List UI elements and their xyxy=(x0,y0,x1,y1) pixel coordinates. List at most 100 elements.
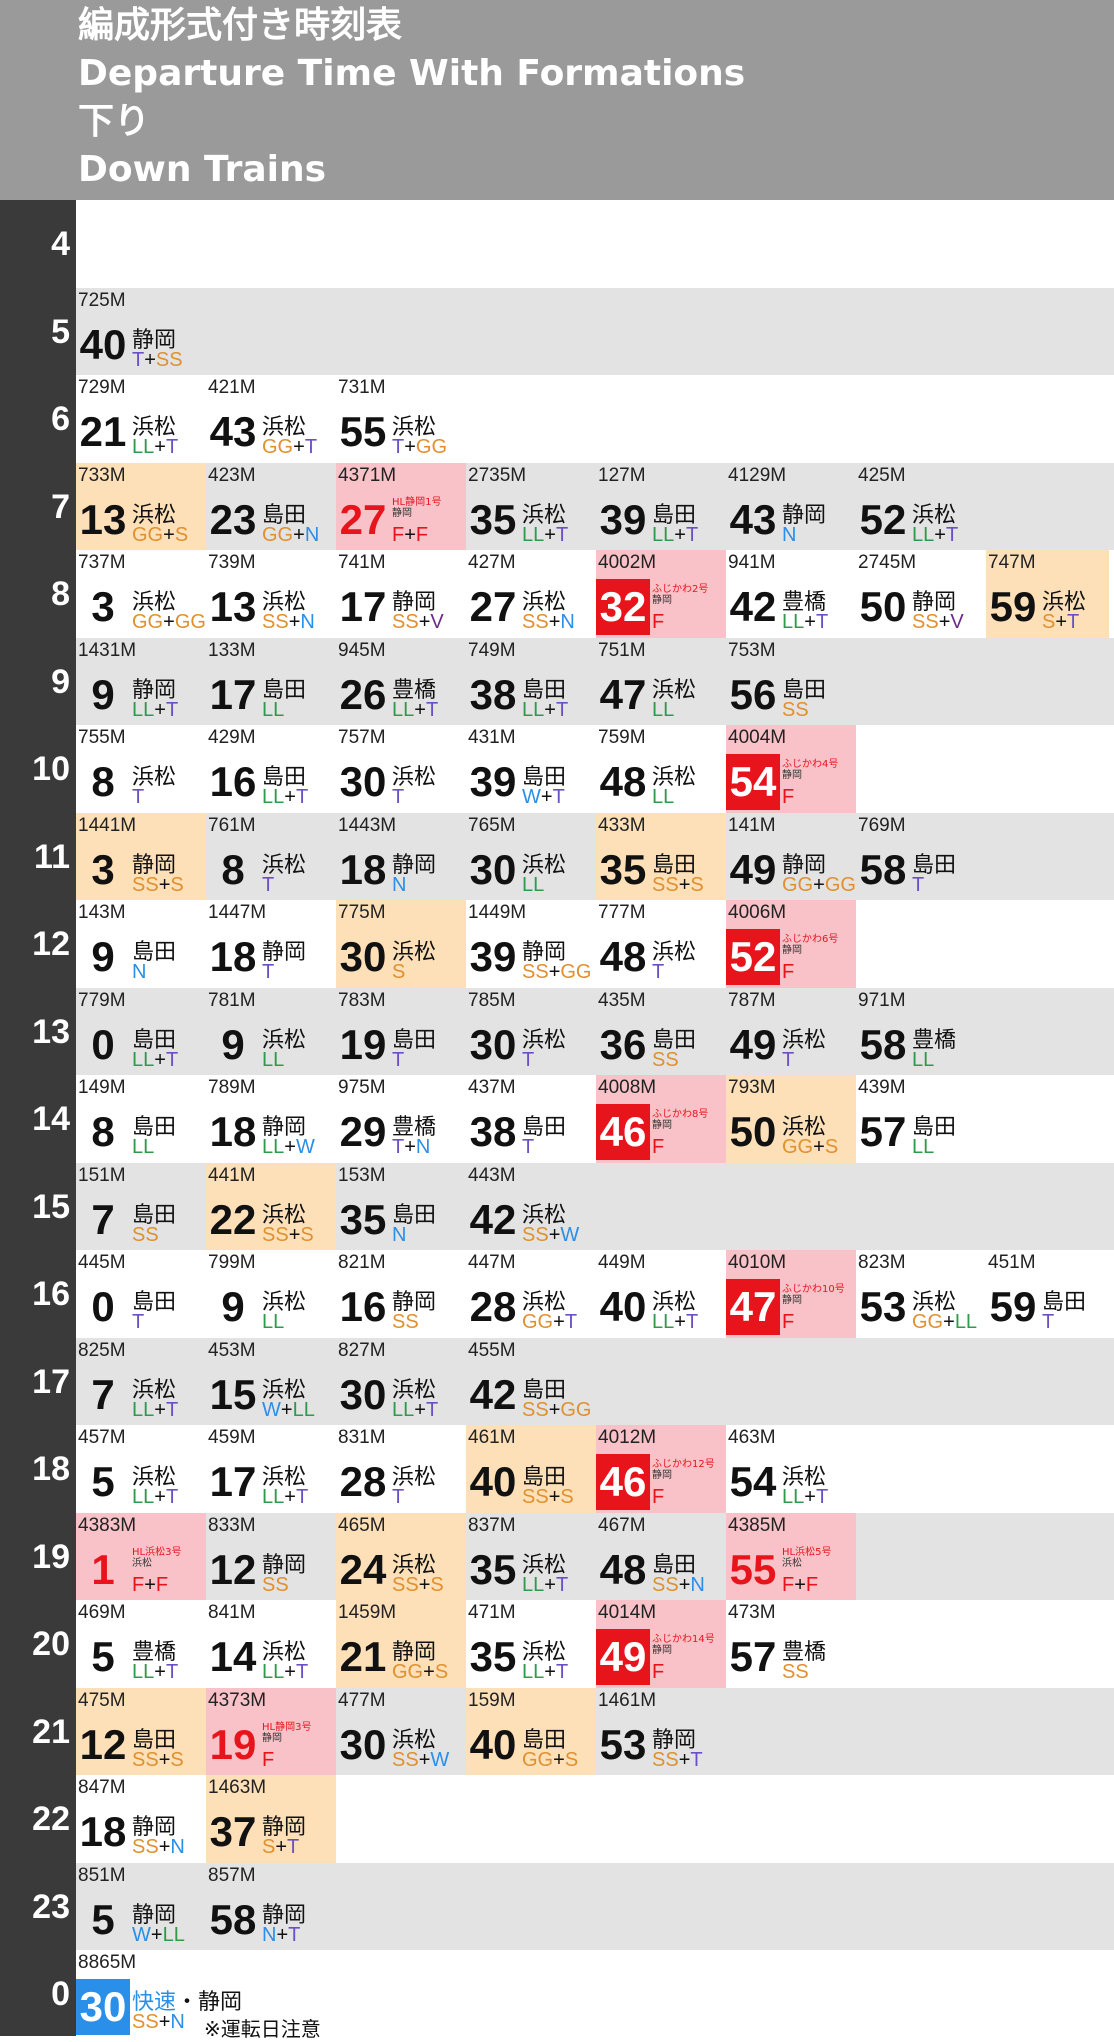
train-entry[interactable]: 833M 12 静岡 SS xyxy=(206,1513,336,1601)
train-entry[interactable]: 4014M 49 ふじかわ14号 静岡 F xyxy=(596,1600,726,1688)
train-entry[interactable]: 1461M 53 静岡 SS+T xyxy=(596,1688,726,1776)
train-entry[interactable]: 971M 58 豊橋 LL xyxy=(856,988,986,1076)
train-entry[interactable]: 465M 24 浜松 SS+S xyxy=(336,1512,466,1601)
train-entry[interactable]: 461M 40 島田 SS+S xyxy=(466,1425,596,1513)
train-entry[interactable]: 749M 38 島田 LL+T xyxy=(466,638,596,726)
train-entry[interactable]: 783M 19 島田 T xyxy=(336,988,466,1076)
train-entry[interactable]: 823M 53 浜松 GG+LL xyxy=(856,1250,986,1338)
train-entry[interactable]: 781M 9 浜松 LL xyxy=(206,988,336,1076)
train-entry[interactable]: 759M 48 浜松 LL xyxy=(596,725,726,813)
train-entry[interactable]: 751M 47 浜松 LL xyxy=(596,638,726,726)
train-entry[interactable]: 477M 30 浜松 SS+W xyxy=(336,1688,466,1776)
train-entry[interactable]: 457M 5 浜松 LL+T xyxy=(76,1425,206,1513)
train-entry[interactable]: 739M 13 浜松 SS+N xyxy=(206,550,336,638)
train-entry[interactable]: 821M 16 静岡 SS xyxy=(336,1250,466,1338)
train-entry[interactable]: 451M 59 島田 T xyxy=(986,1250,1109,1338)
train-entry[interactable]: 975M 29 豊橋 T+N xyxy=(336,1075,466,1163)
train-entry[interactable]: 753M 56 島田 SS xyxy=(726,638,856,726)
train-entry[interactable]: 841M 14 浜松 LL+T xyxy=(206,1600,336,1688)
train-entry[interactable]: 779M 0 島田 LL+T xyxy=(76,988,206,1076)
train-entry[interactable]: 4383M 1 HL浜松3号 浜松 F+F xyxy=(76,1512,206,1601)
train-entry[interactable]: 473M 57 豊橋 SS xyxy=(726,1600,856,1688)
train-entry[interactable]: 799M 9 浜松 LL xyxy=(206,1250,336,1338)
train-entry[interactable]: 1447M 18 静岡 T xyxy=(206,900,336,988)
train-entry[interactable]: 945M 26 豊橋 LL+T xyxy=(336,638,466,726)
train-entry[interactable]: 4129M 43 静岡 N xyxy=(726,463,856,551)
train-entry[interactable]: 741M 17 静岡 SS+V xyxy=(336,550,466,638)
train-entry[interactable]: 731M 55 浜松 T+GG xyxy=(336,375,466,463)
train-entry[interactable]: 143M 9 島田 N xyxy=(76,900,206,988)
train-entry[interactable]: 431M 39 島田 W+T xyxy=(466,725,596,813)
train-entry[interactable]: 471M 35 浜松 LL+T xyxy=(466,1600,596,1688)
train-entry[interactable]: 857M 58 静岡 N+T xyxy=(206,1863,336,1951)
train-entry[interactable]: 425M 52 浜松 LL+T xyxy=(856,463,986,551)
train-entry[interactable]: 837M 35 浜松 LL+T xyxy=(466,1513,596,1601)
train-entry[interactable]: 4373M 19 HL静岡3号 静岡 F xyxy=(206,1687,336,1776)
train-entry[interactable]: 149M 8 島田 LL xyxy=(76,1075,206,1163)
train-entry[interactable]: 441M 22 浜松 SS+S xyxy=(206,1162,336,1251)
train-entry[interactable]: 755M 8 浜松 T xyxy=(76,725,206,813)
train-entry[interactable]: 775M 30 浜松 S xyxy=(336,900,466,988)
train-entry[interactable]: 761M 8 浜松 T xyxy=(206,813,336,901)
train-entry[interactable]: 453M 15 浜松 W+LL xyxy=(206,1338,336,1426)
train-entry[interactable]: 1443M 18 静岡 N xyxy=(336,813,466,901)
train-entry[interactable]: 785M 30 浜松 T xyxy=(466,988,596,1076)
train-entry[interactable]: 825M 7 浜松 LL+T xyxy=(76,1338,206,1426)
train-entry[interactable]: 467M 48 島田 SS+N xyxy=(596,1513,726,1601)
train-entry[interactable]: 459M 17 浜松 LL+T xyxy=(206,1425,336,1513)
train-entry[interactable]: 4002M 32 ふじかわ2号 静岡 F xyxy=(596,550,726,638)
train-entry[interactable]: 433M 35 島田 SS+S xyxy=(596,812,726,901)
train-entry[interactable]: 831M 28 浜松 T xyxy=(336,1425,466,1513)
train-entry[interactable]: 4006M 52 ふじかわ6号 静岡 F xyxy=(726,900,856,988)
train-entry[interactable]: 4385M 55 HL浜松5号 浜松 F+F xyxy=(726,1512,856,1601)
train-entry[interactable]: 4008M 46 ふじかわ8号 静岡 F xyxy=(596,1075,726,1163)
train-entry[interactable]: 847M 18 静岡 SS+N xyxy=(76,1775,206,1863)
train-entry[interactable]: 427M 27 浜松 SS+N xyxy=(466,550,596,638)
train-entry[interactable]: 765M 30 浜松 LL xyxy=(466,813,596,901)
train-entry[interactable]: 435M 36 島田 SS xyxy=(596,988,726,1076)
train-entry[interactable]: 737M 3 浜松 GG+GG xyxy=(76,550,206,638)
train-entry[interactable]: 153M 35 島田 N xyxy=(336,1163,466,1251)
train-entry[interactable]: 1449M 39 静岡 SS+GG xyxy=(466,900,596,988)
train-entry[interactable]: 4371M 27 HL静岡1号 静岡 F+F xyxy=(336,462,466,551)
train-entry[interactable]: 729M 21 浜松 LL+T xyxy=(76,375,206,463)
train-entry[interactable]: 423M 23 島田 GG+N xyxy=(206,463,336,551)
train-entry[interactable]: 1441M 3 静岡 SS+S xyxy=(76,812,206,901)
train-entry[interactable]: 141M 49 静岡 GG+GG xyxy=(726,813,856,901)
train-entry[interactable]: 439M 57 島田 LL xyxy=(856,1075,986,1163)
train-entry[interactable]: 733M 13 浜松 GG+S xyxy=(76,462,206,551)
train-entry[interactable]: 4012M 46 ふじかわ12号 静岡 F xyxy=(596,1425,726,1513)
train-entry[interactable]: 851M 5 静岡 W+LL xyxy=(76,1863,206,1951)
train-entry[interactable]: 2735M 35 浜松 LL+T xyxy=(466,463,596,551)
train-entry[interactable]: 159M 40 島田 GG+S xyxy=(466,1687,596,1776)
train-entry[interactable]: 725M 40 静岡 T+SS xyxy=(76,288,206,376)
train-entry[interactable]: 463M 54 浜松 LL+T xyxy=(726,1425,856,1513)
train-entry[interactable]: 787M 49 浜松 T xyxy=(726,988,856,1076)
train-entry[interactable]: 747M 59 浜松 S+T xyxy=(986,550,1109,638)
train-entry[interactable]: 789M 18 静岡 LL+W xyxy=(206,1075,336,1163)
train-entry[interactable]: 443M 42 浜松 SS+W xyxy=(466,1163,596,1251)
train-entry[interactable]: 1463M 37 静岡 S+T xyxy=(206,1775,336,1863)
train-entry[interactable]: 1431M 9 静岡 LL+T xyxy=(76,638,206,726)
train-entry[interactable]: 133M 17 島田 LL xyxy=(206,638,336,726)
train-entry[interactable]: 151M 7 島田 SS xyxy=(76,1163,206,1251)
train-entry[interactable]: 4004M 54 ふじかわ4号 静岡 F xyxy=(726,725,856,813)
train-entry[interactable]: 793M 50 浜松 GG+S xyxy=(726,1075,856,1163)
train-entry[interactable]: 8865M 30 快速・静岡 SS+N ※運転日注意 xyxy=(76,1950,336,2041)
train-entry[interactable]: 941M 42 豊橋 LL+T xyxy=(726,550,856,638)
train-entry[interactable]: 421M 43 浜松 GG+T xyxy=(206,375,336,463)
train-entry[interactable]: 777M 48 浜松 T xyxy=(596,900,726,988)
train-entry[interactable]: 127M 39 島田 LL+T xyxy=(596,463,726,551)
train-entry[interactable]: 429M 16 島田 LL+T xyxy=(206,725,336,813)
train-entry[interactable]: 445M 0 島田 T xyxy=(76,1250,206,1338)
train-entry[interactable]: 2745M 50 静岡 SS+V xyxy=(856,550,986,638)
train-entry[interactable]: 1459M 21 静岡 GG+S xyxy=(336,1600,466,1688)
train-entry[interactable]: 437M 38 島田 T xyxy=(466,1075,596,1163)
train-entry[interactable]: 769M 58 島田 T xyxy=(856,813,986,901)
train-entry[interactable]: 469M 5 豊橋 LL+T xyxy=(76,1600,206,1688)
train-entry[interactable]: 827M 30 浜松 LL+T xyxy=(336,1338,466,1426)
train-entry[interactable]: 447M 28 浜松 GG+T xyxy=(466,1250,596,1338)
train-entry[interactable]: 757M 30 浜松 T xyxy=(336,725,466,813)
train-entry[interactable]: 455M 42 島田 SS+GG xyxy=(466,1338,596,1426)
train-entry[interactable]: 449M 40 浜松 LL+T xyxy=(596,1250,726,1338)
